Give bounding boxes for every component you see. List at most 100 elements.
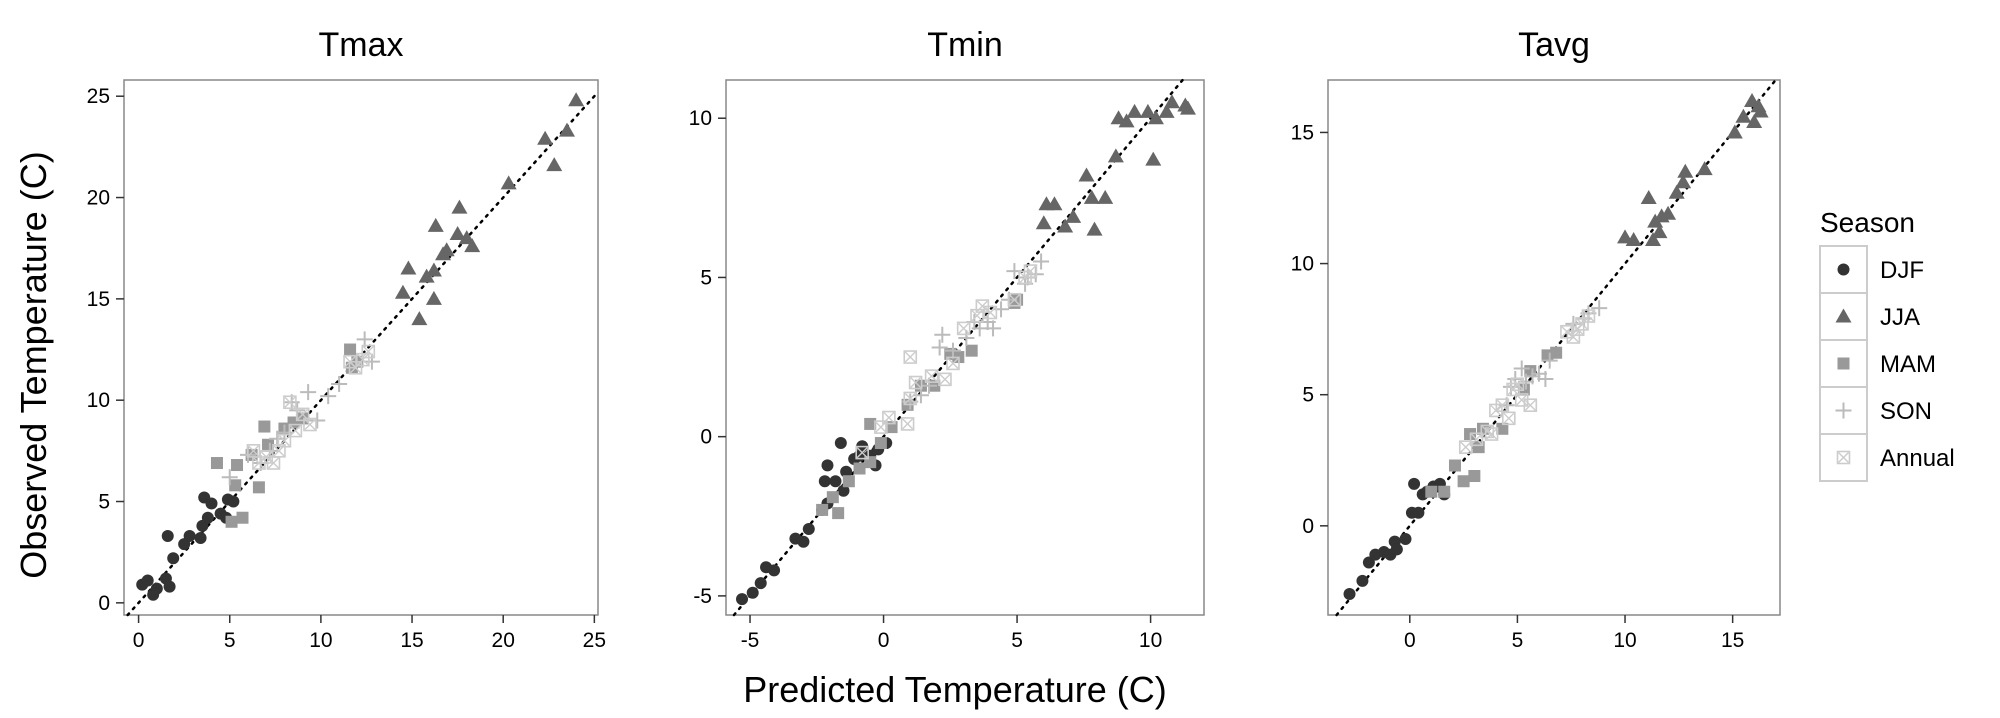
point-mam	[236, 511, 249, 524]
y-tick-label: 5	[700, 266, 712, 289]
x-tick-label: 5	[1011, 629, 1023, 652]
point-son	[331, 375, 348, 392]
point-annual	[303, 417, 317, 432]
point-annual	[1484, 427, 1499, 441]
legend-marker-annual	[1836, 450, 1851, 465]
point-jja	[1158, 103, 1175, 118]
point-jja	[1696, 161, 1713, 176]
point-jja	[449, 226, 466, 241]
series-annual	[246, 344, 376, 470]
x-tick-label: 20	[492, 629, 515, 652]
point-mam	[210, 457, 223, 470]
series-jja	[1035, 94, 1196, 236]
series-jja	[1617, 92, 1769, 246]
point-djf	[163, 580, 176, 593]
point-son	[934, 326, 951, 343]
point-annual	[1566, 330, 1581, 344]
x-tick-label: 0	[1404, 629, 1416, 652]
point-son	[1541, 352, 1558, 369]
point-mam	[1448, 459, 1461, 472]
point-djf	[167, 552, 180, 565]
point-jja	[1752, 103, 1769, 118]
point-djf	[818, 475, 831, 488]
legend-item-djf: DJF	[1819, 245, 1924, 294]
point-annual	[946, 356, 960, 371]
legend-label: JJA	[1880, 304, 1920, 331]
point-annual	[908, 375, 923, 390]
point-mam	[1496, 422, 1509, 435]
point-annual	[900, 417, 915, 431]
point-jja	[464, 238, 481, 253]
point-jja	[1078, 167, 1095, 182]
point-jja	[425, 262, 442, 277]
y-axis-title: Observed Temperature (C)	[13, 151, 54, 579]
point-jja	[1145, 151, 1162, 166]
point-annual	[874, 420, 888, 434]
point-jja	[537, 130, 554, 145]
x-tick-label: -5	[741, 629, 760, 652]
point-djf	[227, 495, 240, 508]
point-jja	[411, 311, 428, 326]
point-son	[1524, 368, 1541, 385]
point-jja	[394, 284, 411, 299]
point-annual	[903, 391, 918, 406]
point-annual	[277, 433, 292, 448]
point-jja	[425, 290, 442, 305]
point-son	[1537, 370, 1554, 387]
point-son	[320, 388, 337, 405]
point-jja	[1726, 124, 1743, 139]
point-jja	[1625, 231, 1642, 246]
legend-label: Annual	[1880, 445, 1955, 472]
point-jja	[1035, 215, 1052, 230]
point-jja	[568, 92, 585, 107]
x-tick-label: 10	[1613, 629, 1636, 652]
point-mam	[816, 503, 829, 516]
point-jja	[1083, 189, 1100, 204]
point-jja	[1677, 163, 1694, 178]
point-jja	[400, 260, 417, 275]
point-djf	[150, 582, 163, 595]
point-jja	[427, 217, 444, 232]
point-son	[1033, 253, 1050, 270]
point-mam	[1550, 346, 1563, 359]
point-mam	[1457, 475, 1470, 488]
point-mam	[262, 438, 275, 451]
y-tick-label: 15	[87, 288, 110, 311]
point-annual	[1510, 377, 1525, 392]
series-djf	[1343, 477, 1451, 601]
point-mam	[296, 412, 309, 425]
point-annual	[903, 350, 918, 364]
point-djf	[201, 511, 214, 524]
point-annual	[855, 445, 869, 460]
legend-item-son: SON	[1819, 386, 1932, 435]
point-jja	[1645, 231, 1662, 246]
point-jja	[559, 122, 576, 137]
point-jja	[1126, 103, 1143, 118]
point-djf	[194, 531, 207, 544]
point-annual	[1523, 398, 1538, 412]
point-annual	[1581, 309, 1596, 323]
x-tick-label: 25	[583, 629, 606, 652]
point-djf	[797, 535, 810, 548]
panel-title: Tmax	[319, 26, 404, 64]
point-mam	[344, 343, 357, 356]
point-djf	[736, 593, 749, 606]
point-djf	[1356, 574, 1369, 587]
point-son	[985, 320, 1002, 337]
point-annual	[1023, 264, 1038, 278]
point-jja	[1617, 229, 1634, 244]
point-djf	[1408, 477, 1421, 490]
point-djf	[1390, 543, 1403, 556]
panel-title: Tmin	[927, 26, 1003, 64]
point-jja	[1086, 221, 1103, 236]
point-son	[363, 353, 380, 370]
legend-marker-jja	[1835, 308, 1852, 323]
legend-key	[1819, 433, 1868, 482]
point-mam	[1468, 470, 1481, 483]
point-annual	[956, 321, 971, 336]
point-mam	[874, 437, 887, 450]
y-tick-label: 0	[98, 592, 110, 615]
legend-item-annual: Annual	[1819, 433, 1955, 482]
y-tick-label: 15	[1291, 121, 1314, 144]
